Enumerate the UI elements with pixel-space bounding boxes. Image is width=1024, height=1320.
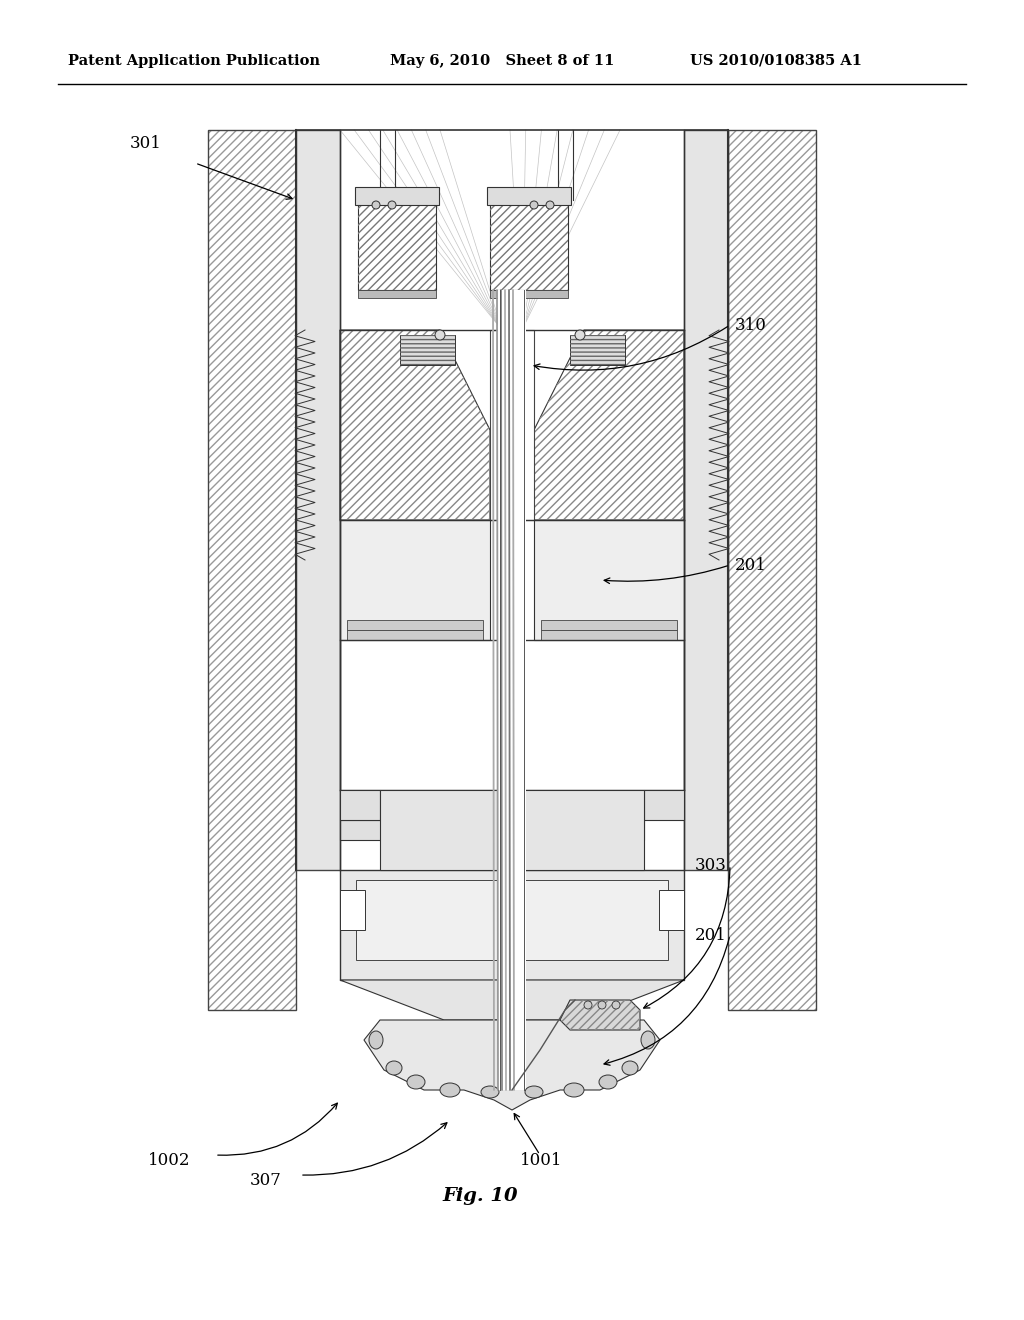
Polygon shape [534, 330, 684, 520]
Bar [358, 201, 436, 290]
Bar [487, 187, 571, 205]
Bar [358, 290, 436, 298]
Text: 1001: 1001 [520, 1152, 562, 1170]
Bar [490, 290, 568, 298]
Bar [570, 335, 625, 366]
Bar [340, 890, 365, 931]
Circle shape [372, 201, 380, 209]
Bar [541, 630, 677, 640]
Circle shape [546, 201, 554, 209]
Bar [340, 820, 644, 840]
Circle shape [612, 1001, 620, 1008]
Circle shape [575, 330, 585, 341]
Ellipse shape [386, 1061, 402, 1074]
Text: 201: 201 [695, 927, 727, 944]
Bar [340, 870, 684, 979]
Bar [340, 129, 684, 870]
Text: 201: 201 [735, 557, 767, 574]
Ellipse shape [525, 1086, 543, 1098]
Bar [208, 129, 296, 1010]
Circle shape [388, 201, 396, 209]
Ellipse shape [622, 1061, 638, 1074]
Bar [728, 129, 816, 1010]
Polygon shape [364, 1020, 660, 1110]
Bar [728, 129, 816, 1010]
Bar [541, 620, 677, 630]
Ellipse shape [407, 1074, 425, 1089]
Bar [659, 890, 684, 931]
Bar [400, 335, 455, 366]
Text: US 2010/0108385 A1: US 2010/0108385 A1 [690, 54, 862, 69]
Text: 310: 310 [735, 317, 767, 334]
Text: Patent Application Publication: Patent Application Publication [68, 54, 319, 69]
Bar [490, 201, 568, 290]
Ellipse shape [369, 1031, 383, 1049]
Circle shape [435, 330, 445, 341]
Bar [356, 880, 668, 960]
Ellipse shape [440, 1082, 460, 1097]
Bar [347, 630, 483, 640]
Ellipse shape [481, 1086, 499, 1098]
Text: Fig. 10: Fig. 10 [442, 1187, 518, 1205]
Polygon shape [340, 330, 490, 520]
Bar [570, 335, 625, 366]
Bar [208, 129, 296, 1010]
Bar [644, 789, 684, 820]
Bar [684, 129, 728, 870]
Bar [355, 187, 439, 205]
Bar [358, 201, 436, 290]
Bar [490, 201, 568, 290]
Text: 301: 301 [130, 135, 162, 152]
Polygon shape [560, 1001, 640, 1030]
Bar [340, 789, 380, 820]
Bar [490, 330, 534, 520]
Circle shape [598, 1001, 606, 1008]
Circle shape [530, 201, 538, 209]
Polygon shape [340, 979, 684, 1020]
Bar [296, 129, 340, 870]
Bar [208, 129, 296, 1010]
Bar [400, 335, 455, 366]
Ellipse shape [599, 1074, 617, 1089]
Text: 1002: 1002 [148, 1152, 190, 1170]
Text: 307: 307 [250, 1172, 282, 1189]
Bar [340, 520, 490, 640]
Text: 303: 303 [695, 857, 727, 874]
Text: May 6, 2010   Sheet 8 of 11: May 6, 2010 Sheet 8 of 11 [390, 54, 614, 69]
Bar [498, 290, 526, 1090]
Bar [380, 789, 644, 870]
Circle shape [584, 1001, 592, 1008]
Bar [347, 620, 483, 630]
Ellipse shape [641, 1031, 655, 1049]
Ellipse shape [564, 1082, 584, 1097]
Bar [534, 520, 684, 640]
Bar [728, 129, 816, 1010]
